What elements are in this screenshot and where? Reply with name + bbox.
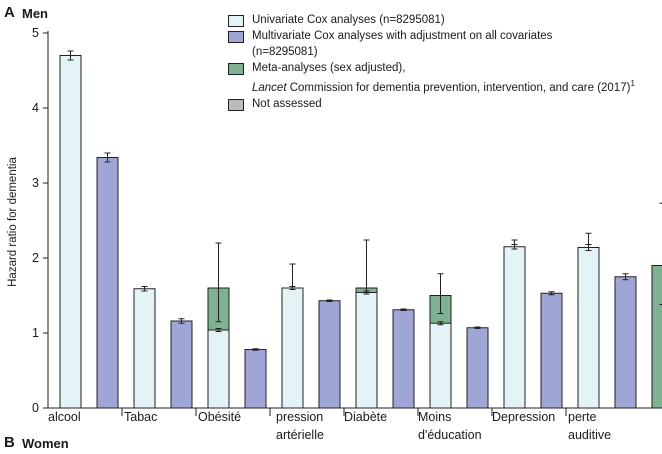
x-category-label-line: Moins — [418, 410, 452, 424]
x-category-label-line: alcool — [48, 410, 81, 424]
legend-swatch-not-assessed — [228, 98, 244, 111]
legend-label-multivariate-cont: (n=8295081) — [252, 46, 318, 58]
legend-label-meta-italic: Lancet — [252, 81, 287, 94]
x-category-label: Depression — [492, 408, 555, 426]
bar-univariate — [59, 55, 82, 409]
legend-label-meta-cont: Lancet Commission for dementia preventio… — [228, 76, 635, 96]
x-category-label: perte auditive — [568, 408, 611, 444]
legend-label-meta-superscript: 1 — [630, 79, 635, 88]
y-tick-label: 3 — [32, 176, 39, 190]
x-category-label: Diabète — [344, 408, 387, 426]
x-category-label-line: pression — [276, 410, 324, 424]
bar-multivariate — [392, 309, 415, 409]
bar-univariate — [207, 329, 230, 409]
legend-swatch-multivariate — [228, 31, 244, 43]
bar-multivariate — [540, 292, 563, 409]
bar-multivariate — [318, 300, 341, 409]
x-category-label: Tabac — [124, 408, 157, 426]
bar-univariate — [133, 288, 156, 409]
legend-item-meta: Meta-analyses (sex adjusted), — [228, 60, 635, 76]
bar-univariate — [503, 246, 526, 409]
y-tick-label: 5 — [32, 26, 39, 40]
bar-univariate — [577, 247, 600, 409]
x-category-label-line: Tabac — [124, 410, 158, 424]
x-category-label: alcool — [48, 408, 81, 426]
y-tick-label: 2 — [32, 251, 39, 265]
legend-item-multivariate: Multivariate Cox analyses with adjustmen… — [228, 28, 635, 44]
x-category-label-line: d'éducation — [418, 428, 482, 442]
legend: Univariate Cox analyses (n=8295081) Mult… — [228, 12, 635, 112]
bar-univariate — [281, 287, 304, 409]
legend-item-not-assessed: Not assessed — [228, 96, 635, 112]
panel-a-title: Men — [22, 6, 48, 21]
x-category-label: pression artérielle — [276, 408, 324, 444]
bar-meta — [651, 265, 662, 409]
y-tick-label: 4 — [32, 101, 39, 115]
bar-multivariate — [466, 327, 489, 409]
legend-swatch-meta — [228, 63, 244, 75]
legend-label-univariate: Univariate Cox analyses (n=8295081) — [252, 14, 445, 26]
bar-multivariate — [614, 276, 637, 409]
legend-label-meta-rest: Commission for dementia prevention, inte… — [286, 81, 631, 94]
y-tick-label: 0 — [32, 401, 39, 415]
x-category-label: Obésité — [198, 408, 241, 426]
legend-swatch-univariate — [228, 15, 244, 27]
x-category-label-line: Obésité — [198, 410, 242, 424]
y-tick-label: 1 — [32, 326, 39, 340]
panel-a-letter: A — [4, 4, 15, 21]
bar-multivariate — [244, 349, 267, 409]
legend-label-multivariate: Multivariate Cox analyses with adjustmen… — [252, 30, 553, 42]
panel-b-title: Women — [22, 436, 69, 451]
x-category-label-line: auditive — [568, 428, 612, 442]
bar-univariate — [355, 292, 378, 409]
legend-label-not-assessed: Not assessed — [252, 97, 322, 110]
x-category-label-line: artérielle — [276, 428, 324, 442]
bar-multivariate — [96, 157, 119, 409]
x-category-label-line: perte — [568, 410, 597, 424]
legend-label-meta: Meta-analyses (sex adjusted), — [252, 62, 406, 74]
bar-multivariate — [170, 320, 193, 409]
bar-univariate — [429, 322, 452, 409]
x-category-label-line: Depression — [492, 410, 556, 424]
x-category-label: Moins d'éducation — [418, 408, 482, 444]
legend-item-univariate: Univariate Cox analyses (n=8295081) — [228, 12, 635, 28]
panel-b-letter: B — [4, 434, 15, 451]
x-category-label-line: Diabète — [344, 410, 388, 424]
